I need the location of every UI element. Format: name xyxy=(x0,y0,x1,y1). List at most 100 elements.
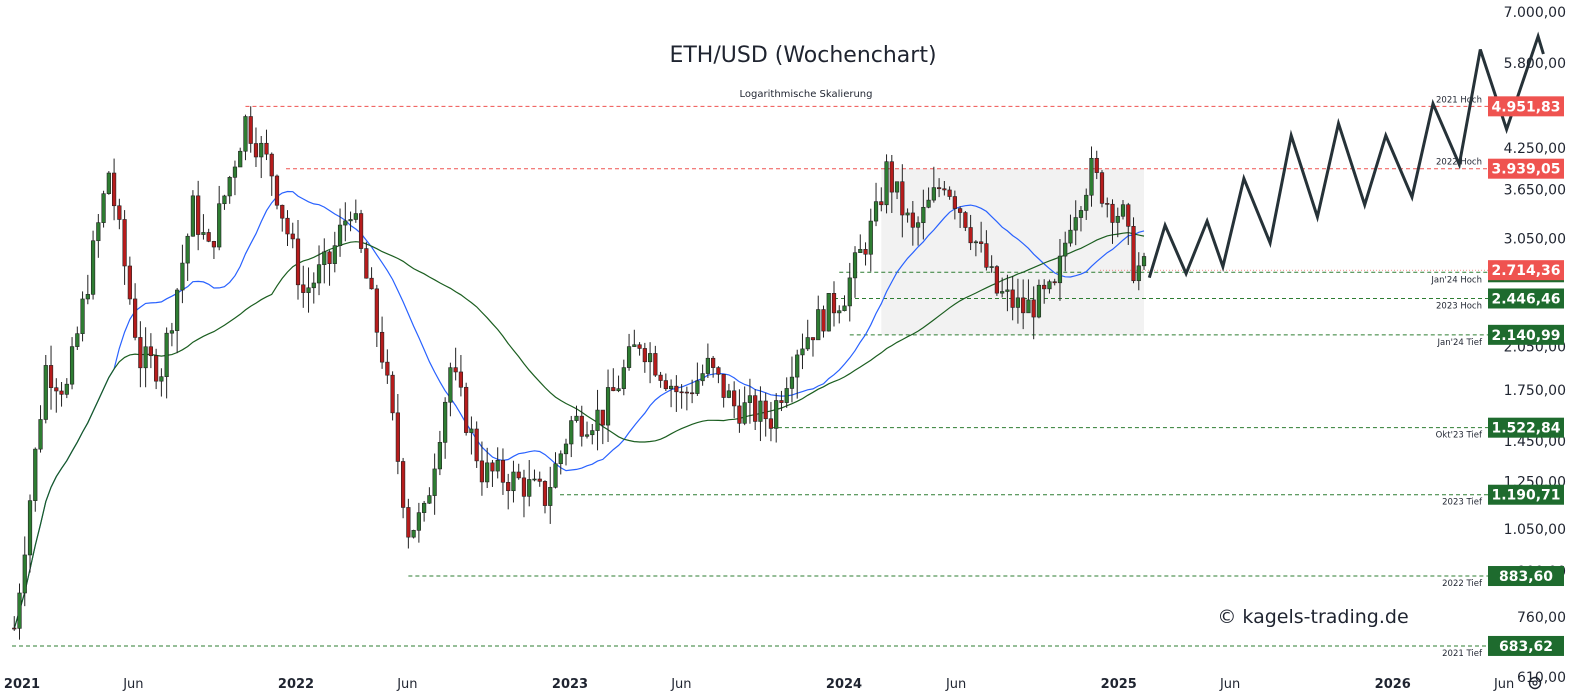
candle xyxy=(295,219,301,300)
candle xyxy=(17,583,22,640)
candle xyxy=(490,459,495,487)
y-tick-label: 1.050,00 xyxy=(1504,522,1566,538)
candle xyxy=(611,368,616,392)
x-tick-label: Jun xyxy=(122,677,143,692)
candle xyxy=(1094,150,1099,180)
candle xyxy=(768,401,774,442)
y-tick-label: 1.450,00 xyxy=(1504,434,1566,450)
candlesticks xyxy=(12,106,1147,640)
candle xyxy=(322,238,327,284)
candle xyxy=(75,326,80,350)
level-badge-value: 2.140,99 xyxy=(1491,328,1560,344)
level-badge xyxy=(1488,288,1564,309)
candle xyxy=(884,154,889,214)
candle xyxy=(663,373,668,391)
candle xyxy=(327,250,332,286)
candle xyxy=(858,234,863,253)
candle xyxy=(747,378,753,424)
candle xyxy=(253,127,259,167)
candle xyxy=(1105,197,1110,218)
chart-subtitle: Logarithmische Skalierung xyxy=(740,89,873,100)
y-tick-label: 3.050,00 xyxy=(1504,231,1566,247)
candle xyxy=(311,272,316,304)
candle xyxy=(658,371,663,388)
candle xyxy=(385,349,390,384)
candle xyxy=(542,480,548,514)
candle xyxy=(395,394,400,475)
candle xyxy=(495,447,500,479)
candle xyxy=(464,382,469,436)
candle xyxy=(227,175,232,204)
candle xyxy=(133,283,138,341)
candle xyxy=(306,267,311,313)
candle xyxy=(332,231,337,273)
candle xyxy=(469,416,474,455)
candle xyxy=(406,498,411,549)
candle xyxy=(563,438,569,466)
candle xyxy=(285,210,290,247)
candle xyxy=(905,208,910,223)
y-tick-label: 760,00 xyxy=(1517,610,1566,626)
candle xyxy=(936,178,942,198)
candle xyxy=(616,375,621,393)
candle xyxy=(64,378,69,399)
candle xyxy=(238,147,243,168)
x-tick-label: 2024 xyxy=(826,677,862,692)
candle xyxy=(474,421,479,468)
candle xyxy=(500,448,506,495)
candle xyxy=(574,405,579,423)
price-badges: 4.951,833.939,052.693,422.446,462.140,99… xyxy=(1488,96,1564,656)
candle xyxy=(54,378,59,413)
candle xyxy=(1068,214,1073,247)
candle xyxy=(926,187,931,209)
forecast-path xyxy=(1147,31,1545,279)
candle xyxy=(379,316,385,369)
level-badge-value: 683,62 xyxy=(1499,639,1553,655)
candle xyxy=(117,198,122,230)
candle xyxy=(810,337,816,357)
candle xyxy=(558,450,563,475)
candle xyxy=(847,262,852,322)
candle xyxy=(889,154,894,213)
settings-gear-icon[interactable] xyxy=(1528,676,1542,690)
candle xyxy=(1131,217,1136,284)
candle xyxy=(448,362,453,417)
candle xyxy=(600,409,605,445)
candle xyxy=(90,230,96,300)
candle xyxy=(979,221,984,253)
candle xyxy=(416,502,421,543)
candle xyxy=(369,267,374,290)
candle xyxy=(374,284,379,347)
y-tick-label: 5.800,00 xyxy=(1504,56,1566,72)
candle xyxy=(143,327,148,388)
candle xyxy=(805,319,810,351)
candle xyxy=(280,204,285,232)
candle xyxy=(301,265,306,308)
candle xyxy=(1078,206,1084,232)
candle xyxy=(632,329,637,347)
x-tick-label: 2022 xyxy=(278,677,314,692)
x-tick-label: Jun xyxy=(670,677,691,692)
candle xyxy=(358,209,364,253)
level-badge xyxy=(1488,484,1564,505)
x-tick-label: Jun xyxy=(396,677,417,692)
candle xyxy=(863,242,868,266)
candle xyxy=(343,202,348,242)
candle xyxy=(264,129,269,161)
y-tick-label: 7.000,00 xyxy=(1504,5,1566,21)
candle xyxy=(873,182,879,227)
candle xyxy=(364,241,369,279)
candle xyxy=(106,171,111,195)
candle xyxy=(753,389,758,430)
candle xyxy=(122,210,127,285)
candle xyxy=(1015,278,1021,324)
candle xyxy=(900,164,905,238)
y-tick-label: 3.650,00 xyxy=(1504,182,1566,198)
level-label: 2023 Hoch xyxy=(1436,301,1482,311)
candle xyxy=(779,390,784,412)
candle xyxy=(437,430,442,476)
level-label: Jan'24 Hoch xyxy=(1430,275,1482,285)
candle xyxy=(1084,188,1089,220)
